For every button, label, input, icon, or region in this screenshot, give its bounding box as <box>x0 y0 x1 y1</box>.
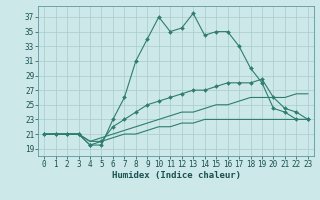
X-axis label: Humidex (Indice chaleur): Humidex (Indice chaleur) <box>111 171 241 180</box>
